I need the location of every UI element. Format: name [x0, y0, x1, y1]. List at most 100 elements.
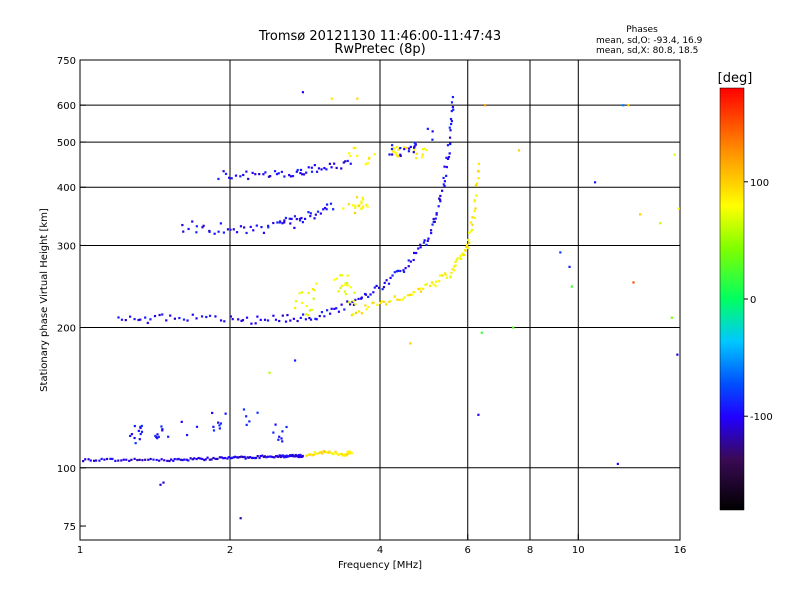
y-tick-label: 500	[57, 138, 76, 149]
data-point	[419, 246, 422, 249]
data-point	[298, 455, 301, 458]
data-point	[214, 457, 217, 461]
data-point	[281, 440, 284, 443]
data-point	[305, 304, 308, 308]
data-point	[244, 457, 247, 460]
data-point	[319, 451, 323, 454]
data-point	[419, 290, 423, 293]
data-point	[133, 436, 136, 440]
data-point	[281, 314, 284, 317]
data-point	[138, 438, 141, 441]
data-point	[441, 274, 444, 277]
data-point	[325, 451, 328, 454]
data-point	[465, 245, 469, 248]
data-point	[317, 167, 321, 170]
data-point	[213, 232, 216, 235]
data-point	[413, 141, 416, 144]
data-point	[397, 269, 400, 272]
data-point	[128, 315, 132, 318]
y-tick-label: 300	[57, 241, 76, 252]
data-point	[136, 458, 139, 462]
data-point	[212, 429, 216, 432]
data-point	[449, 275, 452, 278]
data-point	[469, 221, 473, 224]
data-point	[305, 313, 308, 316]
data-point	[339, 286, 342, 290]
data-point	[473, 216, 477, 219]
data-point	[459, 257, 463, 261]
chart-title-line1: Tromsø 20121130 11:46:00-11:47:43	[258, 29, 501, 44]
data-point	[301, 91, 305, 94]
data-point	[364, 163, 367, 166]
data-point	[468, 241, 471, 244]
data-point	[352, 303, 356, 306]
data-point	[455, 258, 458, 262]
data-point	[302, 173, 306, 176]
data-point	[280, 454, 283, 457]
data-point	[315, 170, 319, 173]
y-tick-label: 750	[57, 56, 76, 67]
data-point	[435, 211, 438, 215]
data-point	[348, 452, 351, 455]
data-point	[402, 269, 405, 272]
data-point	[350, 452, 353, 455]
data-point	[354, 147, 357, 150]
data-point	[258, 173, 261, 176]
data-point	[559, 251, 562, 254]
data-point	[446, 157, 450, 160]
data-point	[405, 147, 409, 150]
data-point	[252, 456, 255, 460]
data-point	[232, 228, 235, 231]
data-point	[264, 171, 267, 174]
data-point	[203, 458, 206, 462]
data-point	[154, 434, 157, 438]
data-point	[512, 326, 515, 329]
data-point	[438, 280, 441, 283]
data-point	[344, 160, 347, 163]
data-point	[399, 154, 402, 158]
data-point	[177, 457, 180, 461]
data-point	[307, 291, 310, 295]
data-point	[415, 251, 418, 255]
data-point	[280, 437, 283, 440]
data-point	[249, 456, 252, 459]
data-point	[316, 452, 319, 455]
data-point	[425, 283, 429, 286]
data-point	[224, 412, 227, 415]
data-point	[357, 297, 360, 300]
data-point	[475, 194, 478, 197]
data-point	[372, 301, 375, 304]
x-tick-label: 16	[674, 545, 687, 556]
data-point	[284, 216, 288, 220]
data-point	[348, 303, 352, 306]
data-point	[294, 306, 297, 310]
data-point	[296, 319, 299, 323]
data-point	[473, 200, 476, 203]
data-point	[153, 315, 157, 318]
data-point	[676, 353, 679, 356]
data-point	[133, 424, 136, 428]
data-point	[141, 459, 144, 462]
data-point	[195, 457, 198, 461]
data-point	[433, 220, 436, 223]
data-point	[348, 152, 351, 155]
data-point	[245, 170, 248, 173]
data-point	[429, 229, 433, 232]
data-point	[204, 458, 207, 461]
data-point	[242, 173, 245, 177]
data-point	[122, 458, 125, 461]
data-point	[354, 303, 357, 306]
data-point	[412, 151, 415, 154]
data-point	[406, 294, 409, 297]
data-point	[325, 208, 328, 211]
data-point	[289, 222, 292, 225]
data-point	[349, 286, 352, 289]
data-point	[308, 309, 312, 312]
data-point	[391, 144, 394, 147]
data-point	[298, 217, 302, 221]
data-point	[262, 231, 266, 234]
data-point	[301, 221, 304, 224]
data-point	[369, 293, 372, 296]
data-point	[353, 291, 356, 294]
data-point	[149, 318, 152, 321]
